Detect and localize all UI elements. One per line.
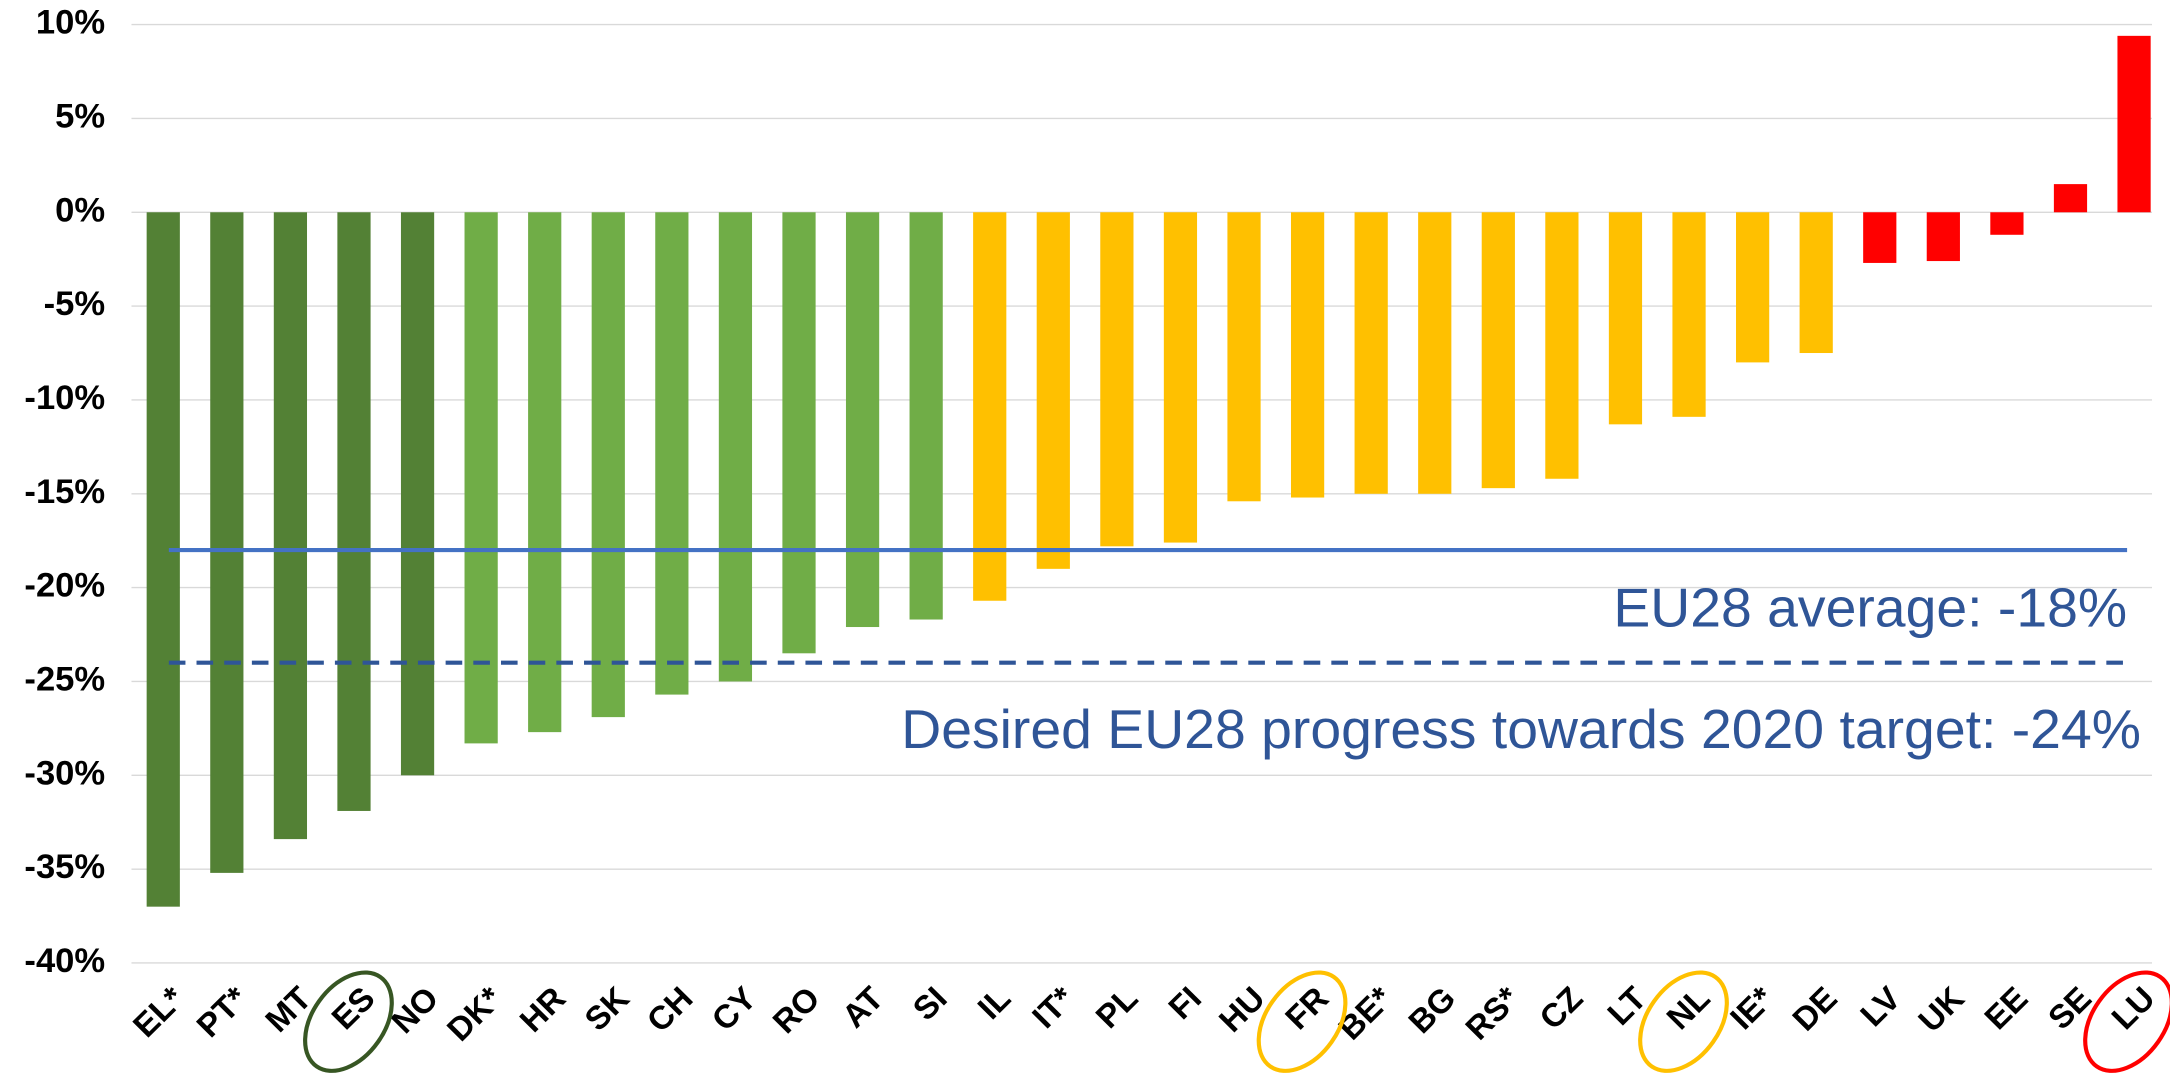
- bar: [400, 212, 435, 776]
- bar: [2117, 35, 2151, 213]
- y-tick-label: -35%: [24, 848, 105, 886]
- x-tick-label: HU: [1212, 979, 1272, 1038]
- bar: [337, 212, 371, 811]
- y-tick-label: -25%: [24, 661, 105, 699]
- bar: [1100, 212, 1134, 547]
- bar: [146, 212, 180, 907]
- y-tick-label: 0%: [55, 191, 105, 229]
- bar: [273, 212, 308, 840]
- x-tick-label: SK: [577, 979, 636, 1037]
- bar: [909, 212, 943, 620]
- x-tick-label: AT: [834, 979, 890, 1034]
- x-tick-label: UK: [1911, 979, 1971, 1039]
- reference-label: EU28 average: -18%: [1613, 577, 2127, 639]
- bar: [1036, 212, 1070, 569]
- highlight-circle: [1256, 970, 1348, 1073]
- bar: [655, 212, 689, 695]
- x-tick-label: HR: [512, 979, 572, 1039]
- x-tick-label: RS*: [1458, 979, 1526, 1046]
- x-tick-label: IE*: [1723, 979, 1781, 1036]
- bar: [1290, 212, 1325, 498]
- x-tick-label: BE*: [1331, 979, 1399, 1046]
- y-tick-label: 10%: [36, 4, 105, 42]
- y-tick-label: -15%: [24, 473, 105, 511]
- highlight-circle: [2083, 970, 2170, 1073]
- bar: [1990, 212, 2024, 235]
- bar: [973, 212, 1007, 601]
- bar: [718, 212, 753, 682]
- y-tick-label: -30%: [24, 755, 105, 793]
- x-tick-label: LV: [1853, 979, 1908, 1033]
- bar: [1227, 212, 1261, 502]
- bar: [1354, 212, 1388, 494]
- y-tick-label: 5%: [55, 98, 105, 136]
- bar: [210, 212, 244, 873]
- bar: [2053, 184, 2088, 213]
- highlight-circle: [303, 970, 394, 1073]
- x-tick-label: CY: [704, 979, 763, 1037]
- x-tick-label: RO: [765, 979, 827, 1040]
- bar: [1545, 212, 1579, 479]
- bar: [1608, 212, 1643, 425]
- bar: [1418, 212, 1452, 494]
- bar: [1926, 212, 1960, 262]
- bar: [1736, 212, 1770, 363]
- bar: [464, 212, 498, 744]
- bar: [782, 212, 816, 654]
- x-tick-label: PT*: [189, 979, 255, 1044]
- y-tick-label: -10%: [24, 379, 105, 417]
- bar: [1481, 212, 1515, 489]
- x-tick-label: EE: [1977, 979, 2035, 1036]
- y-tick-label: -5%: [44, 285, 106, 323]
- x-tick-label: LT: [1600, 979, 1653, 1032]
- x-tick-label: FI: [1161, 979, 1208, 1026]
- bar: [1863, 212, 1897, 263]
- x-tick-label: IT*: [1025, 979, 1081, 1035]
- y-tick-label: -20%: [24, 567, 105, 605]
- x-tick-label: IL: [970, 979, 1017, 1026]
- y-tick-label: -40%: [24, 942, 105, 980]
- bar: [591, 212, 625, 718]
- x-tick-label: SI: [905, 979, 954, 1027]
- bar: [1799, 212, 1833, 354]
- x-tick-label: EL*: [126, 979, 192, 1044]
- reference-label: Desired EU28 progress towards 2020 targe…: [901, 698, 2141, 760]
- x-tick-label: DE: [1785, 979, 1844, 1037]
- x-tick-label: SE: [2041, 979, 2099, 1036]
- bar: [528, 212, 562, 733]
- bar: [1163, 212, 1198, 543]
- bar: [1672, 212, 1706, 417]
- x-tick-label: CZ: [1532, 979, 1590, 1036]
- x-tick-label: DK*: [440, 979, 509, 1048]
- x-tick-label: BG: [1401, 979, 1463, 1040]
- x-tick-label: MT: [258, 979, 318, 1038]
- highlight-circle: [1638, 970, 1729, 1073]
- x-tick-label: CH: [639, 979, 699, 1038]
- x-tick-label: PL: [1088, 979, 1144, 1035]
- bar: [845, 212, 880, 628]
